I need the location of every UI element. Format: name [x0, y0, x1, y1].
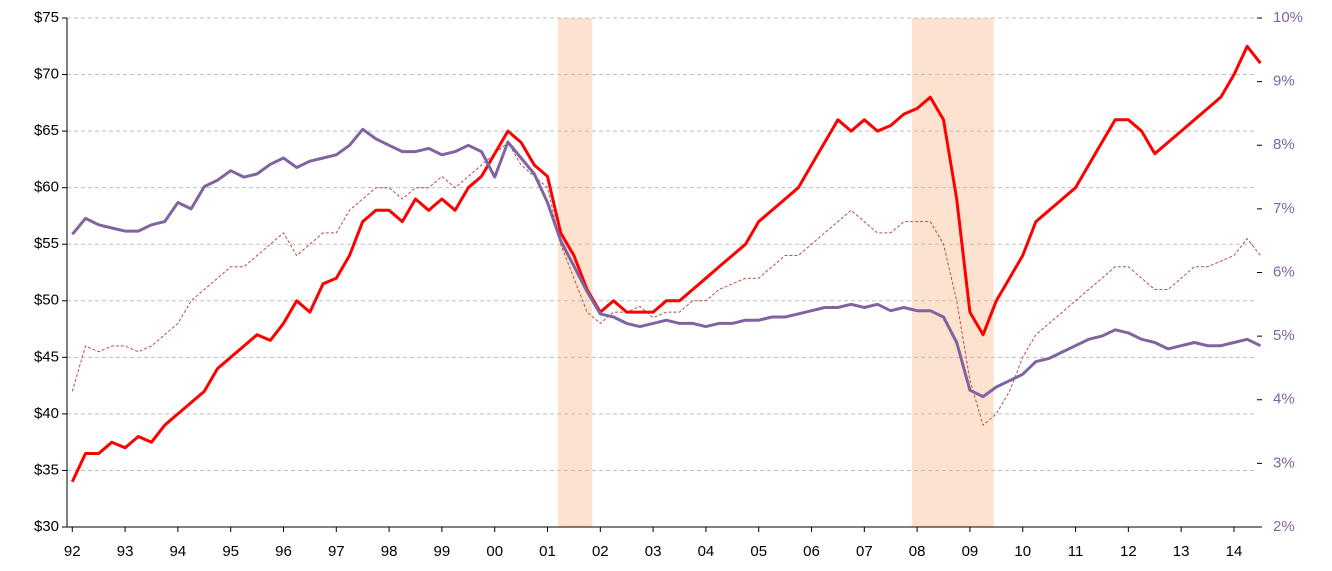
x-tick-label: 00 — [486, 543, 503, 560]
x-tick-label: 94 — [170, 543, 187, 560]
y2-tick-label: 8% — [1273, 136, 1295, 153]
x-tick-label: 11 — [1068, 543, 1084, 560]
x-tick-label: 14 — [1226, 543, 1243, 560]
y2-tick-label: 4% — [1273, 391, 1295, 408]
y-tick-label: $45 — [34, 348, 59, 365]
series-line — [71, 141, 1261, 426]
y-tick-label: $60 — [34, 179, 59, 196]
x-tick-label: 98 — [381, 543, 398, 560]
y2-tick-label: 9% — [1273, 73, 1295, 90]
y2-tick-label: 10% — [1273, 9, 1303, 26]
y-tick-label: $35 — [34, 461, 59, 478]
x-tick-label: 12 — [1120, 543, 1137, 560]
x-tick-label: 04 — [698, 543, 715, 560]
y-tick-label: $50 — [34, 292, 59, 309]
x-tick-label: 01 — [539, 543, 556, 560]
y-tick-label: $30 — [34, 518, 59, 535]
y2-tick-label: 2% — [1273, 518, 1295, 535]
x-tick-label: 03 — [645, 543, 662, 560]
x-tick-label: 95 — [222, 543, 239, 560]
x-tick-label: 06 — [803, 543, 820, 560]
x-tick-label: 92 — [64, 543, 81, 560]
recession-band — [558, 18, 593, 527]
x-tick-label: 02 — [592, 543, 609, 560]
y2-tick-label: 7% — [1273, 200, 1295, 217]
y2-tick-label: 5% — [1273, 327, 1295, 344]
recession-band — [911, 18, 994, 527]
x-tick-label: 10 — [1014, 543, 1031, 560]
x-tick-label: 99 — [434, 543, 451, 560]
series-line — [70, 44, 1262, 483]
y-tick-label: $70 — [34, 66, 59, 83]
x-tick-label: 08 — [909, 543, 926, 560]
x-tick-label: 07 — [856, 543, 873, 560]
y2-tick-label: 3% — [1273, 454, 1295, 471]
x-tick-label: 09 — [962, 543, 979, 560]
x-tick-label: 96 — [275, 543, 292, 560]
x-tick-label: 05 — [750, 543, 767, 560]
x-tick-label: 93 — [117, 543, 134, 560]
x-tick-label: 13 — [1173, 543, 1190, 560]
y-tick-label: $75 — [34, 9, 59, 26]
series-line — [71, 127, 1262, 399]
y-tick-label: $40 — [34, 405, 59, 422]
y-tick-label: $55 — [34, 235, 59, 252]
y2-tick-label: 6% — [1273, 263, 1295, 280]
x-tick-label: 97 — [328, 543, 345, 560]
y-tick-label: $65 — [34, 122, 59, 139]
